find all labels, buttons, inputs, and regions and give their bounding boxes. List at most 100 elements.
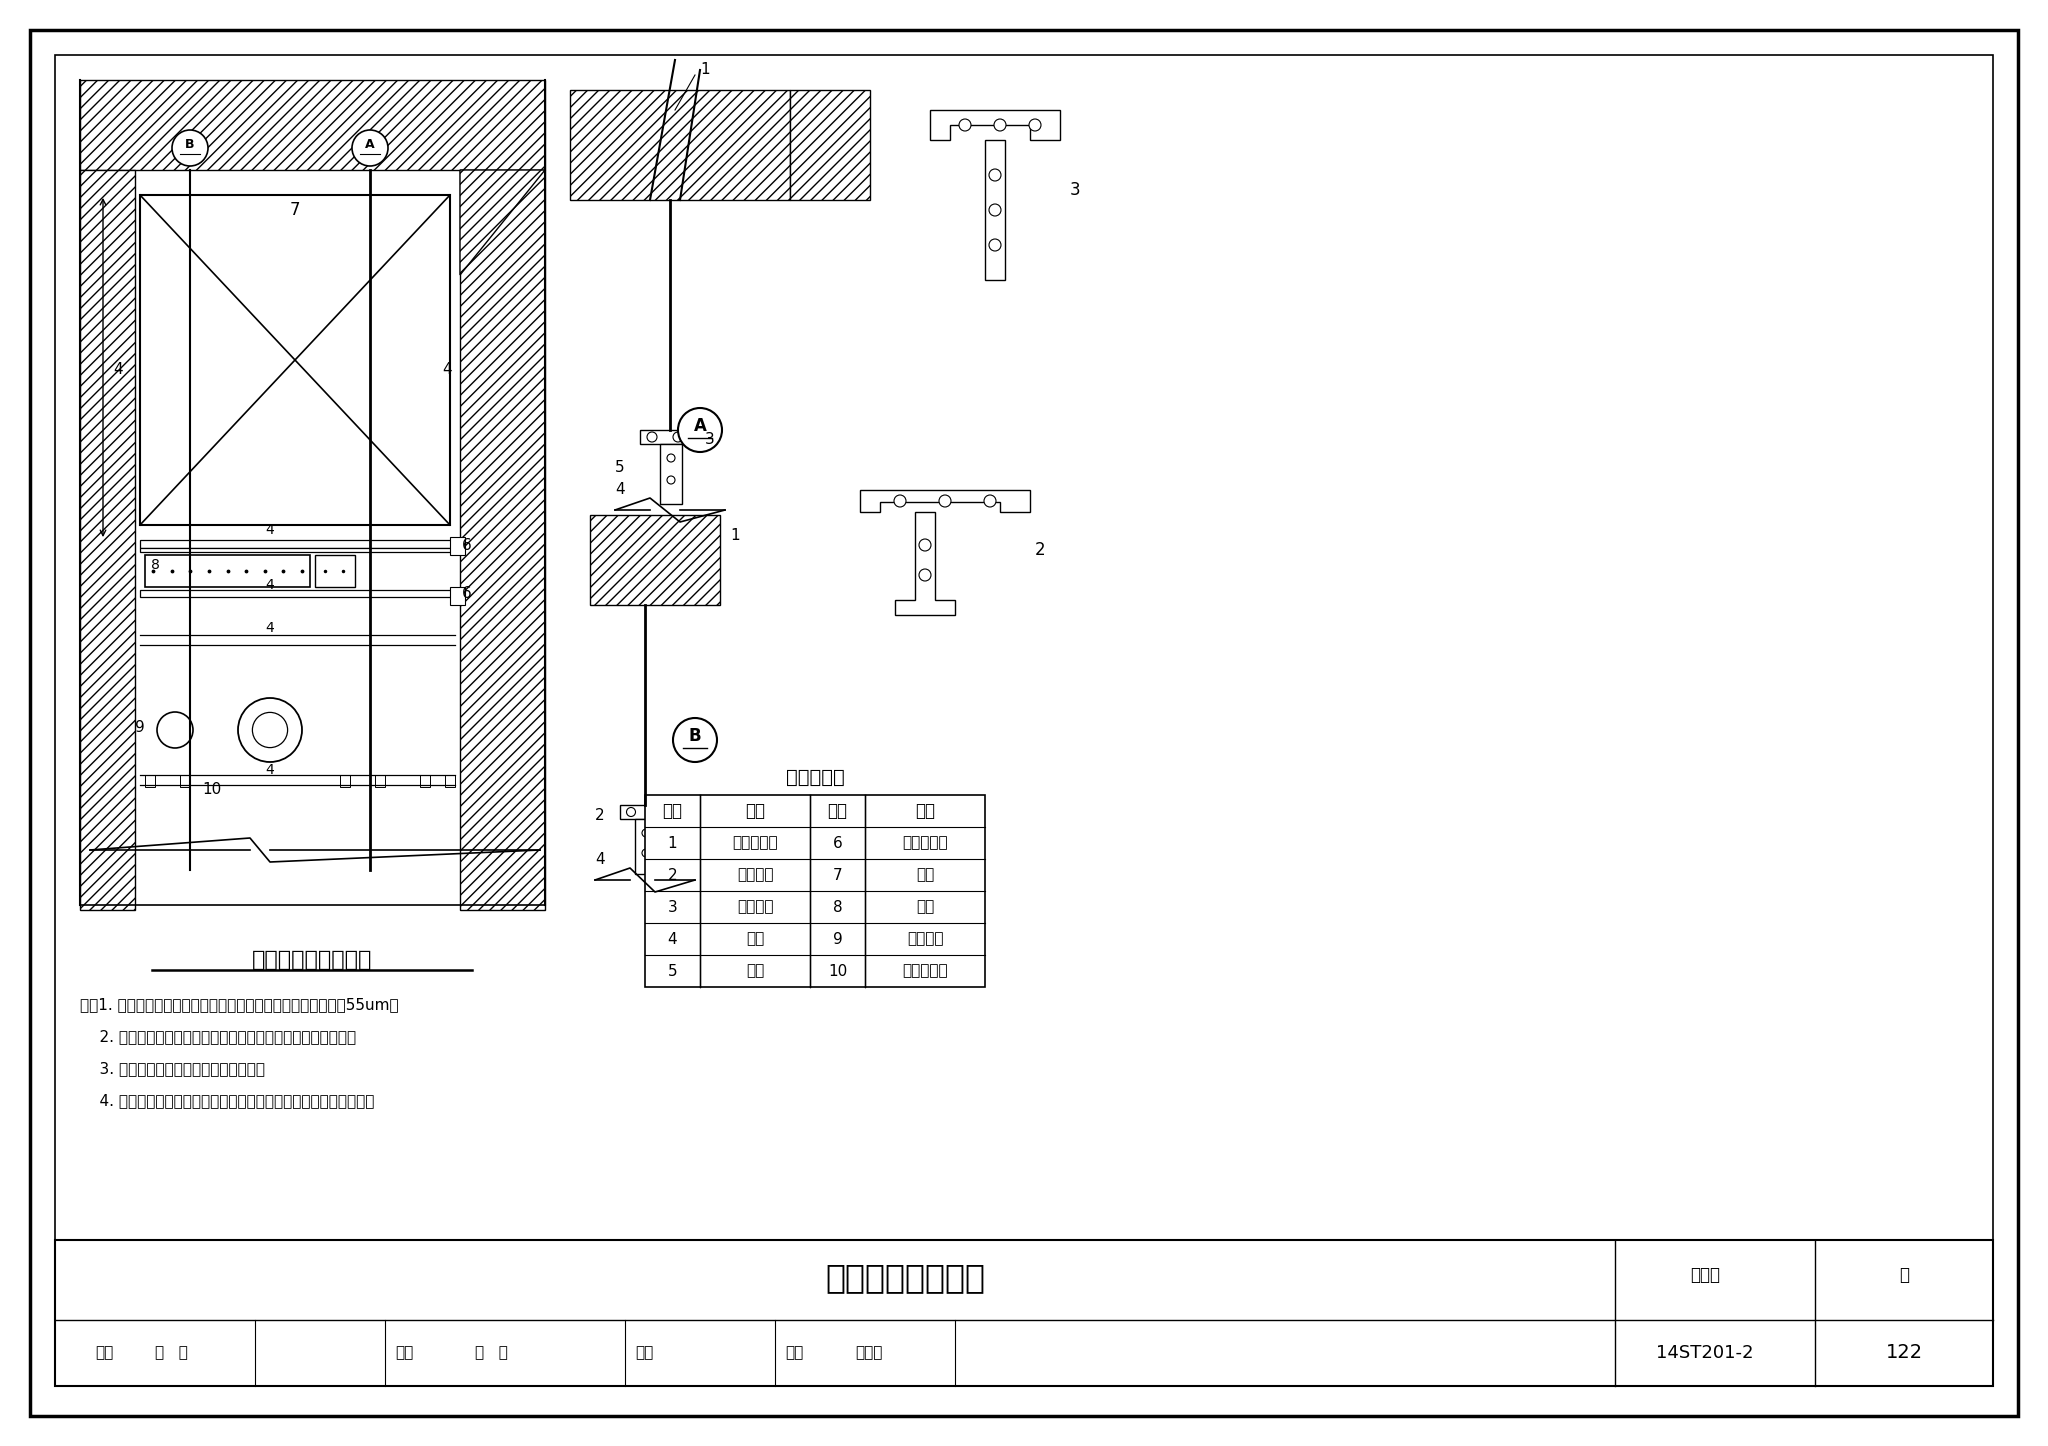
Text: 名称: 名称 xyxy=(745,803,766,820)
Text: 4: 4 xyxy=(113,363,123,377)
Circle shape xyxy=(649,807,657,817)
Text: 直角连接件: 直角连接件 xyxy=(903,836,948,850)
Text: 3: 3 xyxy=(668,899,678,914)
Text: 2: 2 xyxy=(1034,541,1047,560)
Bar xyxy=(139,548,455,552)
Text: 7: 7 xyxy=(289,201,301,218)
Circle shape xyxy=(920,568,932,581)
Text: 刘   森: 刘 森 xyxy=(475,1345,508,1361)
Text: 螺栓: 螺栓 xyxy=(745,963,764,979)
Circle shape xyxy=(238,698,301,762)
Bar xyxy=(635,818,657,873)
Bar xyxy=(451,536,465,555)
Circle shape xyxy=(172,130,209,166)
Text: 吴文琪: 吴文琪 xyxy=(854,1345,883,1361)
Circle shape xyxy=(920,539,932,551)
Text: 4: 4 xyxy=(266,523,274,536)
Text: 名称对照表: 名称对照表 xyxy=(786,768,844,787)
Text: 审核: 审核 xyxy=(94,1345,113,1361)
Text: 3: 3 xyxy=(705,432,715,447)
Bar xyxy=(451,587,465,604)
Text: 槽钢: 槽钢 xyxy=(745,931,764,947)
Text: 8: 8 xyxy=(834,899,842,914)
Bar xyxy=(420,775,430,787)
Circle shape xyxy=(895,495,905,508)
Text: 2. 槽钢、螺杆等长度、位置均可调整，但不应超出可调范围。: 2. 槽钢、螺杆等长度、位置均可调整，但不应超出可调范围。 xyxy=(80,1030,356,1044)
Bar xyxy=(659,444,682,505)
Text: 编号: 编号 xyxy=(662,803,682,820)
Circle shape xyxy=(641,829,649,837)
Text: 校对: 校对 xyxy=(395,1345,414,1361)
Text: 图集号: 图集号 xyxy=(1690,1267,1720,1284)
Bar xyxy=(315,555,354,587)
Bar xyxy=(621,805,672,818)
Text: 名称: 名称 xyxy=(915,803,936,820)
Polygon shape xyxy=(80,80,545,171)
Text: 4: 4 xyxy=(614,483,625,497)
Bar xyxy=(645,795,985,988)
Circle shape xyxy=(252,713,287,748)
Polygon shape xyxy=(930,110,1061,140)
Text: 设计: 设计 xyxy=(784,1345,803,1361)
Circle shape xyxy=(989,204,1001,215)
Circle shape xyxy=(647,432,657,442)
Text: 2: 2 xyxy=(668,868,678,882)
Circle shape xyxy=(668,476,676,484)
Polygon shape xyxy=(895,512,954,615)
Bar xyxy=(145,775,156,787)
Polygon shape xyxy=(860,490,1030,512)
Bar xyxy=(139,590,455,597)
Text: 风管: 风管 xyxy=(915,868,934,882)
Circle shape xyxy=(668,454,676,463)
Circle shape xyxy=(641,849,649,857)
Text: 后切底锚栓: 后切底锚栓 xyxy=(733,836,778,850)
Bar xyxy=(145,555,309,587)
Bar xyxy=(444,775,455,787)
Polygon shape xyxy=(569,90,791,200)
Text: 1: 1 xyxy=(729,528,739,542)
Polygon shape xyxy=(590,515,721,604)
Text: 4. 接地扁钢沿吊架底部通长布置，使用六角螺栓和槽钢螺母安装。: 4. 接地扁钢沿吊架底部通长布置，使用六角螺栓和槽钢螺母安装。 xyxy=(80,1093,375,1109)
Text: 4: 4 xyxy=(442,363,453,377)
Bar xyxy=(139,195,451,525)
Circle shape xyxy=(352,130,387,166)
Text: 4: 4 xyxy=(266,578,274,591)
Text: 保温管卡: 保温管卡 xyxy=(907,931,944,947)
Polygon shape xyxy=(985,140,1006,281)
Polygon shape xyxy=(80,171,135,910)
Text: 122: 122 xyxy=(1886,1343,1923,1362)
Text: 3. 风管、桥架与槽钢连接处加槽钢封。: 3. 风管、桥架与槽钢连接处加槽钢封。 xyxy=(80,1061,264,1076)
Text: 5: 5 xyxy=(614,460,625,476)
Circle shape xyxy=(989,169,1001,181)
Text: 万向底座: 万向底座 xyxy=(737,899,774,914)
Text: 1: 1 xyxy=(700,62,709,78)
Text: 7: 7 xyxy=(834,868,842,882)
Text: B: B xyxy=(688,727,700,745)
Text: 5: 5 xyxy=(668,963,678,979)
Text: 4: 4 xyxy=(668,931,678,947)
Text: 10: 10 xyxy=(827,963,848,979)
Circle shape xyxy=(674,719,717,762)
Text: 14ST201-2: 14ST201-2 xyxy=(1657,1343,1753,1362)
Bar xyxy=(139,539,455,548)
Circle shape xyxy=(627,807,635,817)
Text: 9: 9 xyxy=(135,720,145,736)
Text: A: A xyxy=(694,416,707,435)
Text: 6: 6 xyxy=(463,538,471,552)
Text: B: B xyxy=(184,137,195,150)
Text: 10: 10 xyxy=(203,782,221,798)
Circle shape xyxy=(983,495,995,508)
Text: 编号: 编号 xyxy=(827,803,848,820)
Bar xyxy=(180,775,190,787)
Text: 综合管线敷设剖面: 综合管线敷设剖面 xyxy=(825,1261,985,1294)
Text: 6: 6 xyxy=(834,836,842,850)
Text: 注：1. 支吊架主要构件表面处理使用热浸镀锌，锌层厚度不小于55um。: 注：1. 支吊架主要构件表面处理使用热浸镀锌，锌层厚度不小于55um。 xyxy=(80,998,399,1012)
Text: 非保温管卡: 非保温管卡 xyxy=(903,963,948,979)
Text: 4: 4 xyxy=(266,763,274,777)
Text: 固定底座: 固定底座 xyxy=(737,868,774,882)
Text: 页: 页 xyxy=(1898,1267,1909,1284)
Text: 6: 6 xyxy=(463,587,471,602)
Polygon shape xyxy=(461,171,545,910)
Bar xyxy=(55,1241,1993,1387)
Text: 9: 9 xyxy=(834,931,842,947)
